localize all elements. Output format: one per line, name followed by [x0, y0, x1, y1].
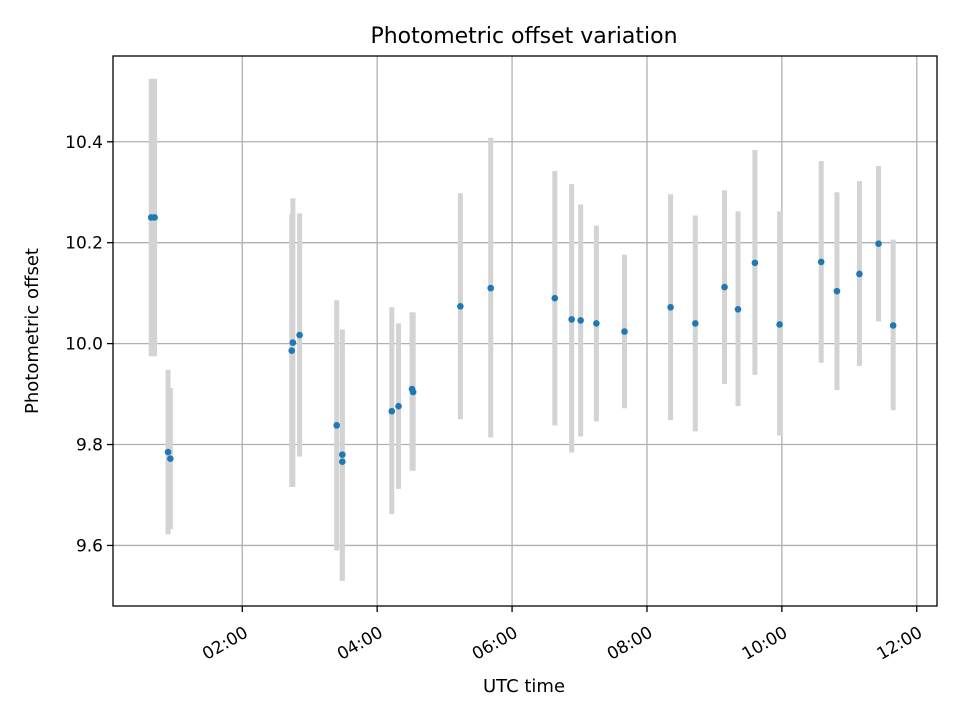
data-point	[388, 407, 396, 415]
data-point	[409, 388, 417, 396]
y-tick-label: 10.4	[65, 133, 103, 153]
data-point	[551, 294, 559, 302]
data-point	[296, 331, 303, 339]
data-point	[457, 302, 464, 310]
y-tick-label: 9.8	[76, 436, 103, 456]
data-point	[692, 320, 699, 327]
data-point	[856, 270, 863, 278]
data-point	[339, 451, 346, 458]
chart-title: Photometric offset variation	[370, 24, 677, 49]
data-point	[577, 317, 584, 324]
x-tick-label: 10:00	[739, 623, 791, 665]
data-point	[289, 339, 297, 346]
x-tick-label: 04:00	[334, 623, 386, 665]
y-tick-label: 9.6	[76, 536, 103, 556]
x-axis-label: UTC time	[483, 676, 565, 697]
data-point	[817, 258, 825, 266]
data-point	[667, 303, 674, 311]
y-tick-label: 10.0	[65, 335, 103, 355]
data-point	[568, 316, 575, 323]
data-point	[776, 321, 783, 328]
data-point	[833, 287, 841, 295]
data-point	[339, 458, 346, 465]
y-axis-label: Photometric offset	[22, 248, 43, 414]
data-point	[593, 320, 600, 327]
data-point	[889, 322, 897, 329]
data-point	[734, 306, 742, 313]
data-point	[721, 283, 728, 291]
y-axis: 9.6 9.8 10.0 10.2 10.4	[65, 133, 113, 556]
data-point	[395, 402, 402, 410]
x-axis: 02:00 04:00 06:00 08:00 10:00 12:00	[199, 606, 926, 665]
x-tick-label: 08:00	[604, 623, 656, 665]
data-point	[333, 422, 341, 429]
data-points	[147, 214, 897, 465]
data-point	[167, 455, 174, 462]
data-point	[751, 259, 759, 267]
plot-frame	[112, 55, 938, 607]
x-tick-label: 12:00	[874, 623, 926, 665]
data-point	[288, 347, 296, 354]
x-tick-label: 06:00	[469, 623, 521, 665]
data-point	[151, 214, 158, 221]
data-point	[621, 328, 628, 335]
x-tick-label: 02:00	[199, 623, 251, 665]
data-point	[487, 284, 495, 292]
y-tick-label: 10.2	[65, 234, 103, 254]
data-point	[164, 448, 172, 456]
grid	[113, 56, 937, 606]
data-point	[875, 240, 882, 248]
